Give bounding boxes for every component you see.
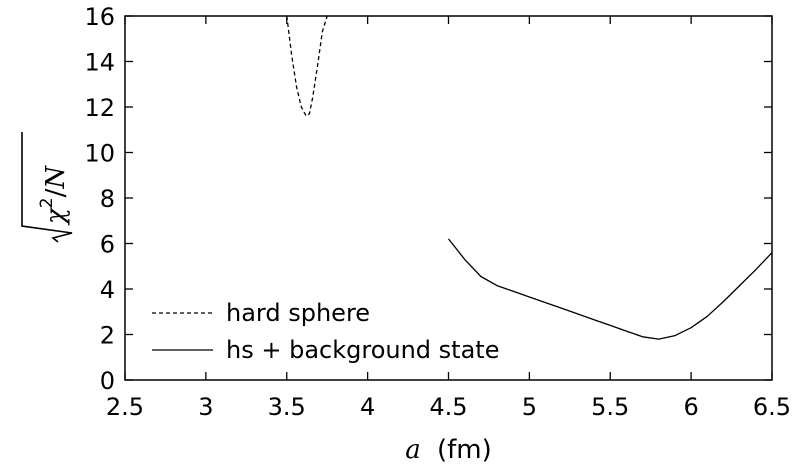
legend-label-hard-sphere: hard sphere [226, 299, 370, 327]
y-tick-label: 8 [100, 185, 115, 213]
tick-labels: 2.5 3 3.5 4 4.5 5 5.5 6 6.5 0 2 4 6 8 10 12 14 16 [84, 3, 791, 421]
plot-frame [124, 15, 773, 381]
y-tick-label: 0 [100, 367, 115, 395]
legend: hard sphere hs + background state [152, 299, 499, 364]
x-tick-label: 3.5 [268, 393, 306, 421]
x-tick-label: 4.5 [429, 393, 467, 421]
series-line-hs-background [447, 238, 773, 340]
y-tick-label: 10 [84, 140, 115, 168]
legend-label-hs-background: hs + background state [226, 336, 499, 364]
x-tick-label: 2.5 [106, 393, 144, 421]
x-tick-label: 6 [683, 393, 698, 421]
x-axis-label-var: a [405, 435, 421, 465]
ticks [124, 15, 773, 381]
x-tick-label: 5.5 [591, 393, 629, 421]
x-tick-label: 3 [198, 393, 213, 421]
x-tick-label: 6.5 [753, 393, 791, 421]
y-tick-label: 16 [84, 3, 115, 31]
y-tick-label: 12 [84, 94, 115, 122]
series-line-hard-sphere [286, 15, 328, 117]
x-tick-label: 4 [360, 393, 375, 421]
y-axis-label-text: χ2/N [37, 165, 71, 226]
y-tick-label: 2 [100, 322, 115, 350]
y-tick-label: 14 [84, 49, 115, 77]
x-axis-label: a (fm) [405, 435, 492, 465]
x-tick-label: 5 [522, 393, 537, 421]
series-lines [286, 15, 773, 340]
y-axis-label: χ2/N [21, 132, 73, 243]
y-axis-label-radical [21, 132, 73, 243]
y-tick-label: 4 [100, 276, 115, 304]
y-tick-label: 6 [100, 231, 115, 259]
x-axis-label-unit: (fm) [437, 435, 492, 465]
